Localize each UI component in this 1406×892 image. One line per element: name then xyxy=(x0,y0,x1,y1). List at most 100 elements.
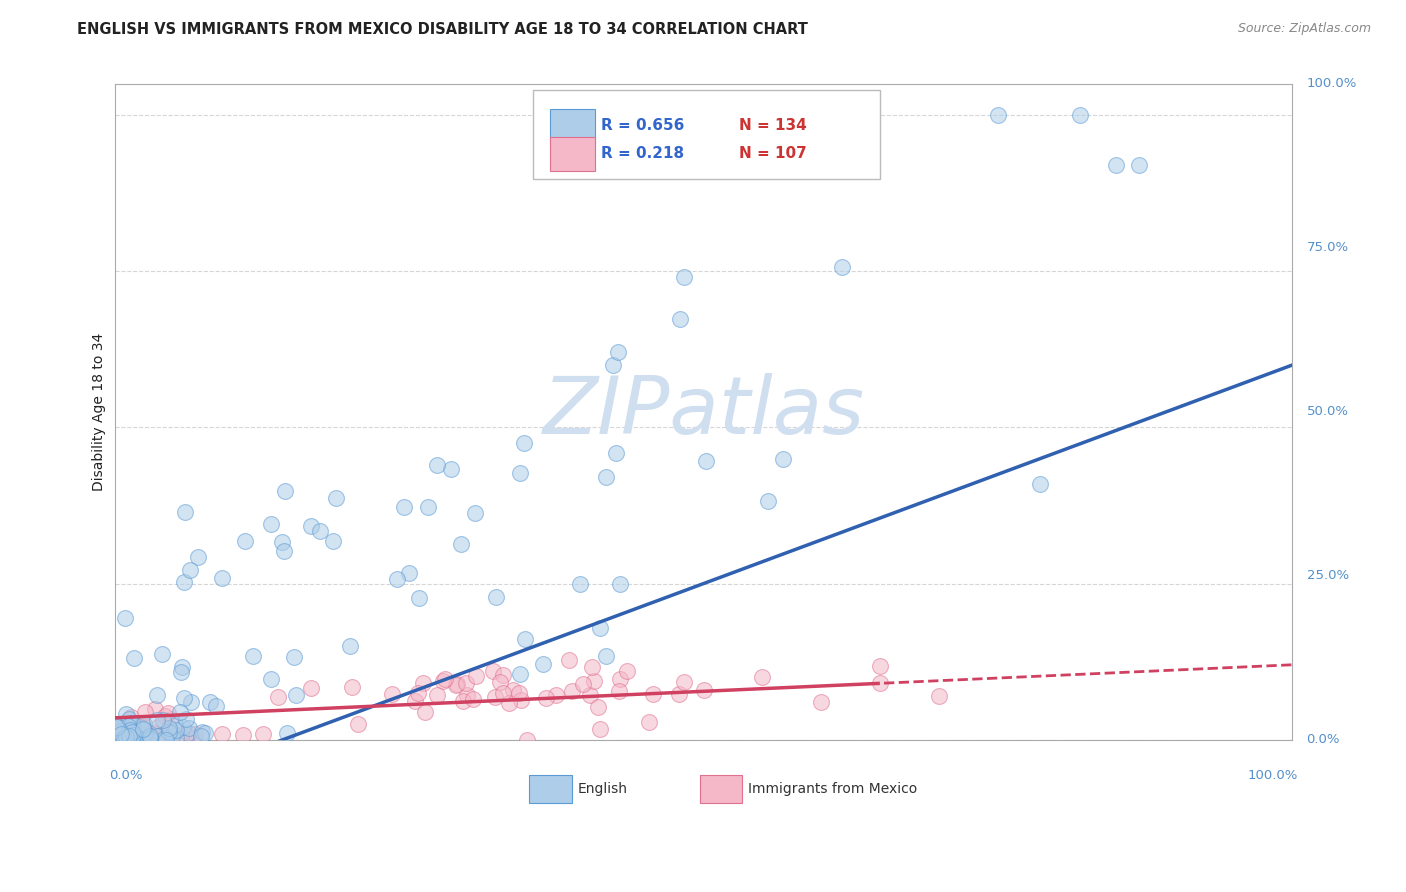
Point xyxy=(398,566,420,580)
Point xyxy=(579,688,602,702)
Point xyxy=(633,108,655,122)
Text: English: English xyxy=(578,782,627,796)
Point xyxy=(605,446,627,460)
Point xyxy=(581,660,603,674)
Point xyxy=(607,684,630,698)
Point xyxy=(484,690,506,704)
Text: 75.0%: 75.0% xyxy=(1306,242,1348,254)
Point xyxy=(105,723,128,738)
Point xyxy=(117,731,139,745)
Point xyxy=(191,724,214,739)
Point xyxy=(172,720,194,734)
Point xyxy=(160,712,183,726)
Point xyxy=(120,732,142,747)
Point xyxy=(595,649,617,664)
Point xyxy=(607,345,630,359)
Point xyxy=(413,705,436,719)
Text: N = 134: N = 134 xyxy=(740,119,807,133)
Point xyxy=(426,688,449,702)
Point xyxy=(508,685,530,699)
Point xyxy=(170,665,193,679)
Point xyxy=(165,731,187,746)
Text: 100.0%: 100.0% xyxy=(1306,78,1357,90)
Point xyxy=(136,731,159,745)
Point xyxy=(1029,476,1052,491)
Point xyxy=(134,723,156,737)
Point xyxy=(408,591,430,605)
Point xyxy=(111,728,134,742)
Point xyxy=(509,667,531,681)
Point xyxy=(446,676,468,690)
Point xyxy=(502,682,524,697)
Point xyxy=(128,720,150,734)
Point xyxy=(121,729,143,743)
Point xyxy=(111,731,134,745)
Point xyxy=(531,657,554,672)
Point xyxy=(204,699,226,714)
Point xyxy=(105,721,128,735)
Point xyxy=(190,729,212,743)
Point xyxy=(114,706,136,721)
Point xyxy=(157,721,180,735)
Point xyxy=(299,518,322,533)
Point xyxy=(179,564,201,578)
Point xyxy=(146,721,169,735)
Point xyxy=(122,651,145,665)
Point xyxy=(271,535,294,549)
Point xyxy=(162,725,184,739)
Point xyxy=(509,467,531,481)
Point xyxy=(114,611,136,625)
Point xyxy=(260,672,283,686)
Point xyxy=(121,728,143,742)
Point xyxy=(120,725,142,739)
Point xyxy=(108,726,131,740)
Point xyxy=(153,731,176,745)
Point xyxy=(153,731,176,745)
Point xyxy=(152,714,174,728)
Point xyxy=(110,718,132,732)
Point xyxy=(110,718,132,732)
Text: 0.0%: 0.0% xyxy=(108,769,142,782)
Point xyxy=(589,621,612,635)
Point xyxy=(211,571,233,585)
Point xyxy=(132,722,155,736)
Point xyxy=(589,722,612,736)
Text: ZIPatlas: ZIPatlas xyxy=(543,373,865,450)
Point xyxy=(516,732,538,747)
Point xyxy=(692,682,714,697)
Point xyxy=(134,726,156,740)
Point xyxy=(869,659,891,673)
Point xyxy=(456,675,478,690)
Point xyxy=(114,731,136,746)
Point xyxy=(118,730,141,744)
Point xyxy=(347,716,370,731)
Point xyxy=(105,726,128,740)
Point xyxy=(146,729,169,743)
Point xyxy=(252,727,274,741)
Point xyxy=(166,728,188,742)
Point xyxy=(285,689,308,703)
Point xyxy=(170,660,193,674)
Point xyxy=(115,731,138,745)
Point xyxy=(869,676,891,690)
Point xyxy=(416,500,439,515)
Point xyxy=(586,699,609,714)
Point xyxy=(485,590,508,604)
Point xyxy=(609,576,631,591)
Point xyxy=(772,451,794,466)
Point xyxy=(112,723,135,737)
Point xyxy=(105,732,128,747)
Point xyxy=(404,694,426,708)
Point xyxy=(309,524,332,539)
Point xyxy=(125,730,148,744)
Point xyxy=(609,672,631,686)
Point xyxy=(672,269,695,284)
Point xyxy=(143,702,166,716)
Point xyxy=(124,730,146,744)
Point xyxy=(155,732,177,747)
Point xyxy=(616,665,638,679)
Point xyxy=(121,716,143,731)
Point xyxy=(544,688,567,702)
Point xyxy=(121,728,143,742)
Point xyxy=(232,728,254,742)
